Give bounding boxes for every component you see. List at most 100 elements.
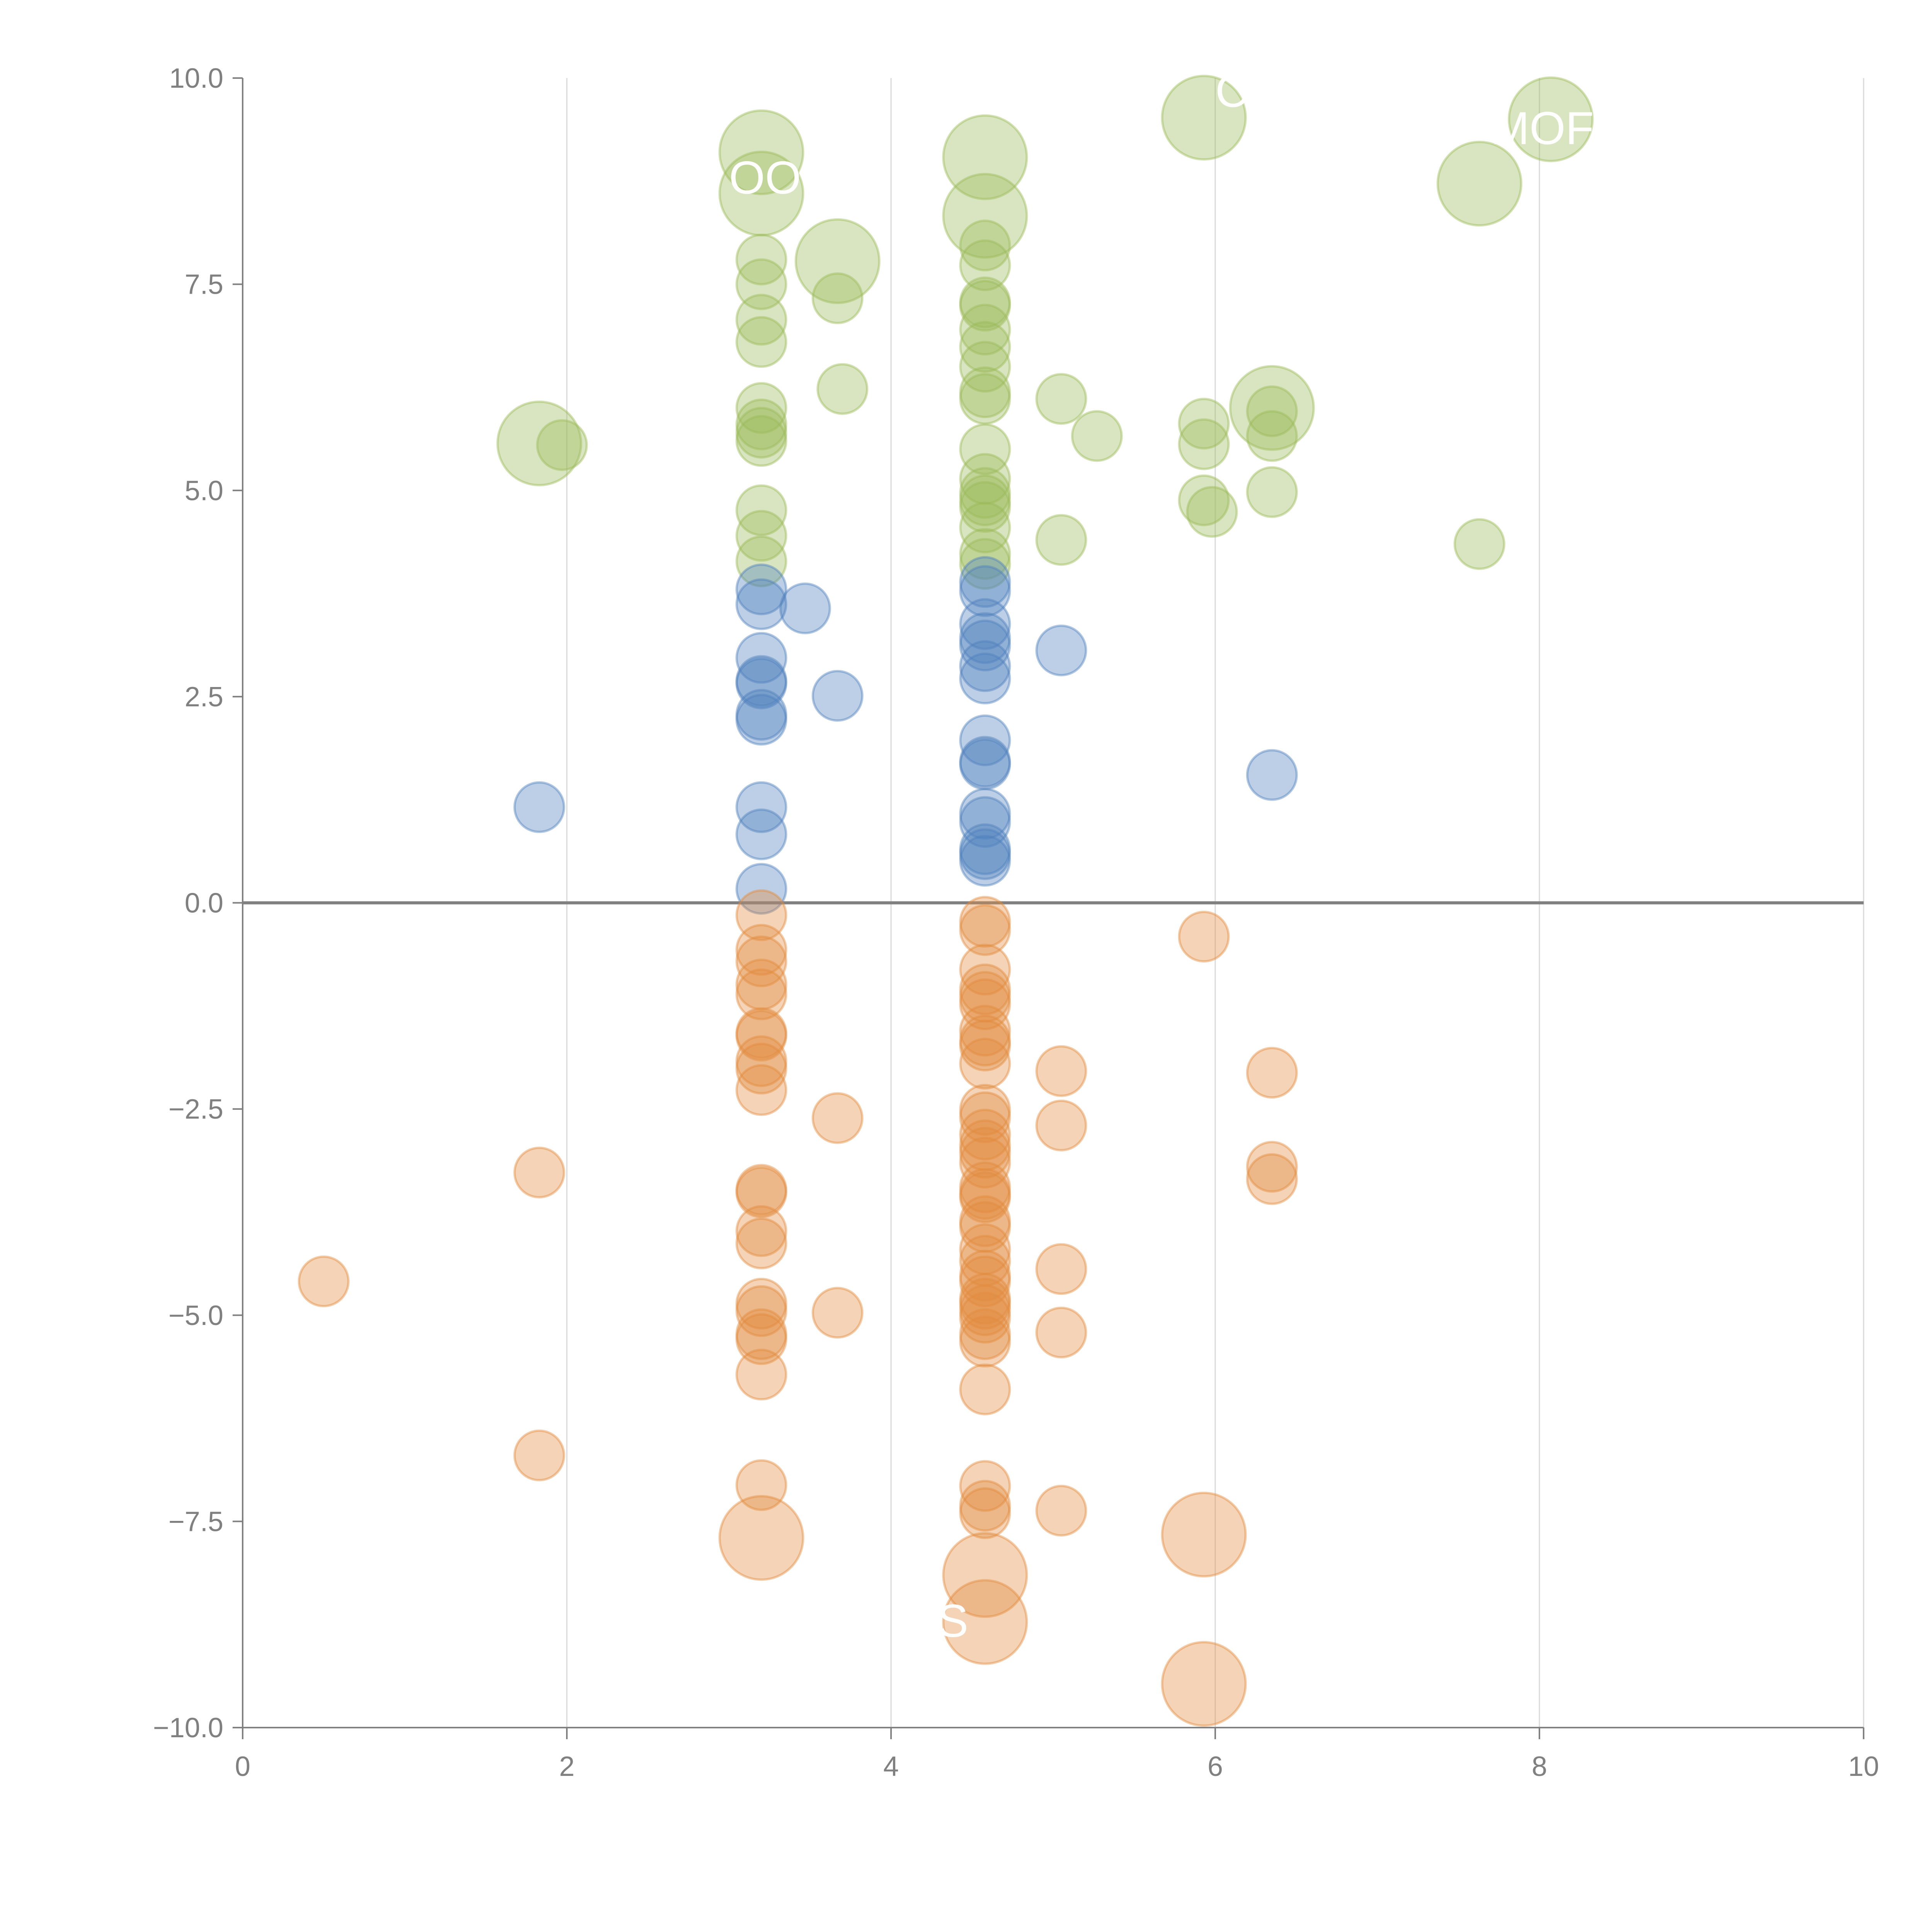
bubble-blue	[959, 598, 1011, 650]
bubble-green	[1453, 518, 1505, 570]
x-tick-label: 4	[883, 1751, 899, 1782]
bubble-orange	[735, 1166, 787, 1218]
bubble-orange	[735, 1313, 787, 1365]
y-tick-label: 7.5	[185, 269, 223, 300]
bubble-orange	[735, 1064, 787, 1116]
bubble-orange	[735, 1218, 787, 1270]
bubble-orange	[1178, 911, 1230, 963]
bubble-orange	[298, 1255, 350, 1308]
bubble-orange	[1035, 1045, 1087, 1097]
bubble-orange	[735, 958, 787, 1010]
y-tick-label: 0.0	[185, 888, 223, 919]
point-label: D S	[891, 1595, 968, 1647]
bubble-green	[1246, 385, 1298, 437]
bubble-blue	[735, 657, 787, 709]
bubble-blue	[959, 787, 1011, 840]
bubble-green	[536, 419, 588, 471]
bubble-green	[1508, 76, 1594, 162]
bubble-orange	[959, 1201, 1011, 1253]
bubble-green	[959, 423, 1011, 475]
point-label: C	[1215, 65, 1249, 117]
bubble-blue	[735, 655, 787, 707]
bubble-green	[1035, 514, 1087, 566]
x-tick-label: 8	[1532, 1751, 1547, 1782]
bubble-orange	[959, 1127, 1011, 1179]
axes: −10.0 −7.5 −5.0 −2.5 0.0 2.5 5.0 7.5 10.0 0 2 4 6 8 10	[153, 63, 1879, 1782]
bubble-blue	[735, 689, 787, 741]
bubble-orange	[959, 1109, 1011, 1161]
bubble-orange	[959, 1091, 1011, 1143]
bubbles	[298, 75, 1594, 1727]
bubble-green	[735, 484, 787, 536]
bubble-blue	[959, 612, 1011, 664]
bubble-blue	[959, 738, 1011, 790]
bubble-orange	[959, 1487, 1011, 1539]
x-tick-label: 0	[235, 1751, 250, 1782]
y-tick-label: 10.0	[169, 63, 223, 94]
bubble-orange	[959, 971, 1011, 1023]
bubble-blue	[735, 781, 787, 833]
bubble-orange	[959, 1284, 1011, 1336]
bubble-orange	[942, 1579, 1028, 1665]
bubble-green	[959, 341, 1011, 393]
bubble-green	[1246, 466, 1298, 518]
bubble-orange	[735, 1349, 787, 1401]
bubble-green	[735, 415, 787, 467]
bubble-blue	[959, 828, 1011, 880]
bubble-orange	[513, 1429, 565, 1481]
bubble-blue	[735, 863, 787, 915]
point-label: OO	[729, 152, 801, 204]
bubble-green	[959, 474, 1011, 526]
bubble-orange	[1161, 1492, 1247, 1578]
bubble-blue	[959, 619, 1011, 672]
bubble-orange	[959, 1084, 1011, 1136]
bubble-green	[959, 280, 1011, 332]
bubble-blue	[735, 578, 787, 630]
y-tick-label: 5.0	[185, 475, 223, 506]
bubble-orange	[735, 924, 787, 976]
bubble-orange	[959, 1136, 1011, 1189]
bubble-green	[735, 258, 787, 310]
bubble-orange	[513, 1146, 565, 1199]
bubble-blue	[959, 796, 1011, 848]
bubble-green	[1229, 365, 1315, 451]
bubble-orange	[959, 1171, 1011, 1223]
bubble-orange	[1246, 1141, 1298, 1193]
bubble-orange	[1161, 1641, 1247, 1727]
y-tick-label: −5.0	[168, 1300, 223, 1331]
bubble-green	[718, 150, 804, 236]
bubble-green	[1186, 486, 1238, 538]
bubble-green	[735, 233, 787, 286]
bubble-blue	[959, 823, 1011, 875]
bubble-blue	[959, 640, 1011, 692]
bubble-orange	[959, 1235, 1011, 1287]
bubble-orange	[959, 1195, 1011, 1247]
bubble-green	[942, 173, 1028, 259]
bubble-orange	[735, 1164, 787, 1216]
bubble-blue	[959, 714, 1011, 767]
bubble-green	[959, 366, 1011, 418]
bubble-blue	[735, 694, 787, 746]
bubble-blue	[735, 632, 787, 684]
bubble-green	[718, 109, 804, 196]
bubble-orange	[1035, 1243, 1087, 1295]
bubble-green	[1071, 410, 1123, 462]
bubble-orange	[959, 896, 1011, 948]
bubble-orange	[735, 1285, 787, 1337]
bubble-orange	[735, 1205, 787, 1257]
bubble-orange	[959, 1119, 1011, 1172]
bubble-orange	[1246, 1047, 1298, 1099]
bubble-orange	[811, 1287, 864, 1339]
bubble-orange	[959, 1168, 1011, 1220]
bubble-green	[959, 304, 1011, 356]
bubble-orange	[959, 1292, 1011, 1344]
bubble-orange	[735, 1043, 787, 1095]
x-tick-label: 10	[1848, 1751, 1879, 1782]
bubble-orange	[959, 1250, 1011, 1302]
bubble-orange	[959, 1255, 1011, 1308]
bubble-green	[811, 272, 864, 324]
bubble-orange	[959, 1277, 1011, 1330]
bubble-green	[959, 453, 1011, 505]
bubble-orange	[959, 1308, 1011, 1360]
